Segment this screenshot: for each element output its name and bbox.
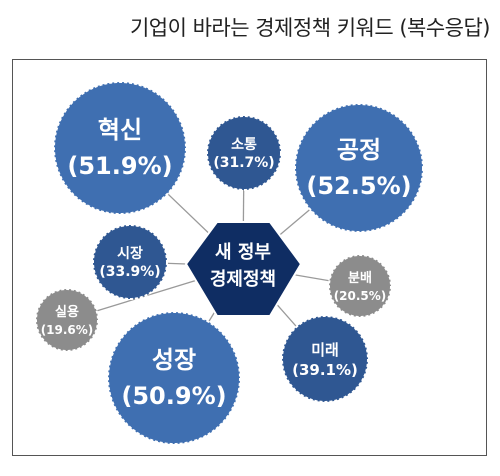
bubble-circle-communication xyxy=(206,115,282,191)
bubble-value-innovation: (51.9%) xyxy=(67,152,172,180)
bubble-market: 시장 (33.9%) xyxy=(92,224,168,300)
center-label-line2: 경제정책 xyxy=(210,269,276,290)
bubble-name-innovation: 혁신 xyxy=(98,116,142,144)
diagram-title: 기업이 바라는 경제정책 키워드 (복수응답) xyxy=(129,16,491,40)
bubble-name-practicality: 실용 xyxy=(55,304,79,320)
bubble-value-distribution: (20.5%) xyxy=(334,289,387,303)
bubble-circle-growth xyxy=(107,311,241,445)
bubble-practicality: 실용 (19.6%) xyxy=(35,288,99,352)
bubble-value-future: (39.1%) xyxy=(292,361,358,379)
bubble-circle-market xyxy=(92,224,168,300)
bubble-circle-innovation xyxy=(53,81,187,215)
bubble-value-fairness: (52.5%) xyxy=(306,172,411,200)
bubble-communication: 소통 (31.7%) xyxy=(206,115,282,191)
bubble-circle-distribution xyxy=(328,254,392,318)
bubble-value-practicality: (19.6%) xyxy=(41,323,94,337)
bubble-value-growth: (50.9%) xyxy=(121,382,226,410)
bubble-name-communication: 소통 xyxy=(231,137,257,153)
bubble-name-growth: 성장 xyxy=(152,346,196,374)
bubble-growth: 성장 (50.9%) xyxy=(107,311,241,445)
bubble-value-communication: (31.7%) xyxy=(213,155,274,171)
center-hexagon xyxy=(184,221,303,317)
bubble-name-future: 미래 xyxy=(311,341,339,359)
bubble-innovation: 혁신 (51.9%) xyxy=(53,81,187,215)
bubble-circle-future xyxy=(281,315,369,403)
bubble-future: 미래 (39.1%) xyxy=(281,315,369,403)
bubble-name-market: 시장 xyxy=(117,245,143,262)
center-hub: 새 정부 경제정책 xyxy=(184,221,303,317)
center-label-line1: 새 정부 xyxy=(215,242,271,263)
bubble-distribution: 분배 (20.5%) xyxy=(328,254,392,318)
bubble-name-fairness: 공정 xyxy=(337,136,381,164)
bubble-name-distribution: 분배 xyxy=(348,270,372,286)
keyword-bubbles: 혁신 (51.9%) 소통 (31.7%) 공정 (52.5%) 시장 (33.9%) 분배 (2… xyxy=(35,81,424,445)
bubble-value-market: (33.9%) xyxy=(99,264,160,280)
bubble-circle-practicality xyxy=(35,288,99,352)
bubble-circle-fairness xyxy=(294,103,424,233)
bubble-fairness: 공정 (52.5%) xyxy=(294,103,424,233)
